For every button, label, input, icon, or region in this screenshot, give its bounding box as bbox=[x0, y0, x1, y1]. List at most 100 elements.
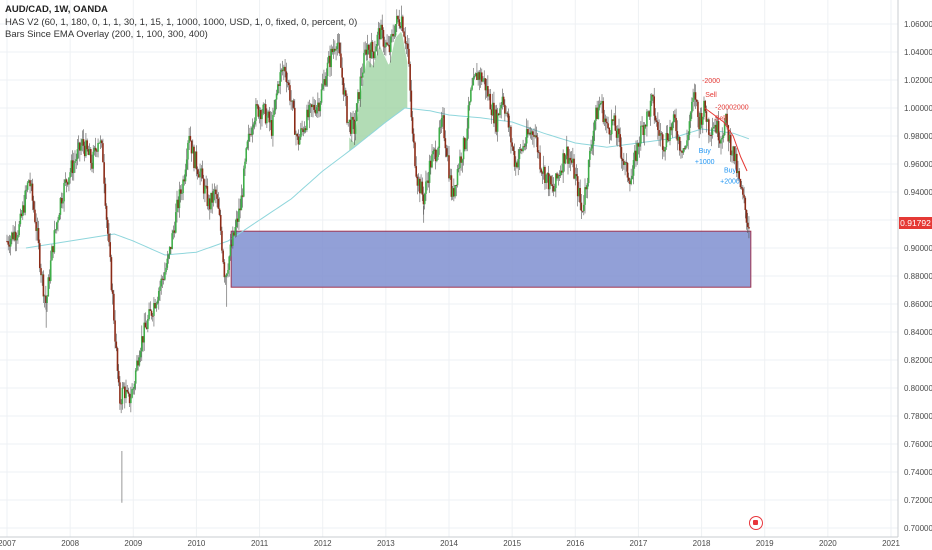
candle-body bbox=[165, 267, 167, 273]
candle-body bbox=[529, 132, 532, 135]
candle-body bbox=[425, 181, 427, 194]
signal-annotation: -2000 bbox=[702, 78, 720, 85]
candle-body bbox=[66, 182, 69, 185]
candle-body bbox=[733, 146, 736, 161]
candle-body bbox=[613, 115, 615, 121]
candle-body bbox=[408, 48, 410, 65]
y-tick-label: 0.76000 bbox=[904, 440, 932, 449]
candle-body bbox=[178, 189, 181, 209]
x-tick-label: 2021 bbox=[882, 539, 900, 548]
candle-body bbox=[193, 146, 195, 169]
candle-body bbox=[130, 397, 132, 404]
candle-body bbox=[281, 69, 284, 71]
candle-body bbox=[168, 246, 171, 255]
indicator-has-v2[interactable]: HAS V2 (60, 1, 180, 0, 1, 1, 30, 1, 15, … bbox=[5, 16, 358, 28]
candle-body bbox=[687, 134, 690, 141]
candle-body bbox=[624, 162, 626, 165]
candle-body bbox=[62, 201, 64, 204]
candle-body bbox=[369, 49, 371, 59]
candle-body bbox=[420, 181, 422, 194]
candle-body bbox=[208, 198, 211, 210]
candle-body bbox=[72, 162, 75, 174]
candle-body bbox=[636, 143, 639, 162]
candle-body bbox=[170, 246, 172, 250]
symbol-title[interactable]: AUD/CAD, 1W, OANDA bbox=[5, 4, 108, 15]
candle-body bbox=[132, 388, 135, 390]
candle-body bbox=[245, 148, 248, 162]
candle-body bbox=[650, 94, 653, 101]
x-tick-label: 2019 bbox=[756, 539, 774, 548]
candle-body bbox=[319, 102, 322, 112]
canada-flag-icon[interactable] bbox=[749, 516, 763, 530]
candle-body bbox=[160, 278, 163, 287]
candle-body bbox=[297, 136, 300, 145]
indicator-ema-overlay[interactable]: Bars Since EMA Overlay (200, 1, 100, 300… bbox=[5, 29, 208, 40]
candle-body bbox=[599, 102, 602, 105]
candle-body bbox=[715, 124, 717, 133]
candle-body bbox=[550, 176, 552, 185]
candle-body bbox=[11, 232, 13, 239]
candle-body bbox=[268, 111, 271, 123]
candle-body bbox=[326, 62, 329, 77]
candle-body bbox=[692, 97, 694, 102]
candle-body bbox=[621, 158, 624, 162]
candle-body bbox=[391, 33, 393, 37]
candle-body bbox=[575, 174, 578, 177]
y-tick-label: 1.04000 bbox=[904, 48, 932, 57]
candle-body bbox=[497, 113, 500, 115]
candle-body bbox=[504, 104, 506, 114]
candle-body bbox=[444, 138, 447, 149]
candle-body bbox=[164, 272, 166, 280]
candle-body bbox=[710, 134, 713, 136]
candle-body bbox=[292, 100, 295, 108]
candle-body bbox=[539, 152, 541, 170]
candle-body bbox=[606, 121, 608, 124]
candle-body bbox=[64, 179, 67, 184]
candle-body bbox=[457, 168, 460, 170]
candle-body bbox=[648, 111, 651, 117]
candle-body bbox=[568, 157, 571, 164]
candle-body bbox=[138, 357, 141, 366]
candle-body bbox=[120, 403, 122, 405]
y-tick-label: 0.94000 bbox=[904, 188, 932, 197]
candle-body bbox=[215, 189, 217, 195]
candle-body bbox=[603, 118, 606, 123]
candle-body bbox=[436, 156, 438, 162]
candle-body bbox=[157, 290, 160, 301]
candle-body bbox=[240, 195, 243, 211]
candle-body bbox=[495, 109, 498, 132]
candle-body bbox=[296, 133, 299, 137]
candle-body bbox=[187, 142, 189, 160]
candle-body bbox=[738, 171, 741, 179]
candle-body bbox=[734, 153, 737, 161]
candle-body bbox=[285, 71, 288, 82]
y-tick-label: 0.72000 bbox=[904, 496, 932, 505]
candle-body bbox=[103, 162, 105, 184]
candle-body bbox=[20, 213, 23, 217]
candle-body bbox=[278, 84, 280, 86]
candle-body bbox=[283, 66, 285, 71]
candle-body bbox=[569, 157, 572, 161]
candle-body bbox=[642, 125, 645, 136]
candle-body bbox=[468, 101, 471, 106]
ema-fill-area bbox=[349, 31, 408, 152]
candle-body bbox=[176, 199, 178, 213]
candle-body bbox=[222, 250, 224, 263]
candle-body bbox=[308, 105, 311, 118]
candle-body bbox=[562, 153, 564, 173]
candle-body bbox=[512, 146, 515, 151]
candle-body bbox=[119, 382, 121, 404]
candle-body bbox=[221, 230, 223, 251]
y-tick-label: 0.90000 bbox=[904, 244, 932, 253]
candle-body bbox=[661, 134, 664, 150]
candle-body bbox=[459, 156, 461, 169]
candle-body bbox=[494, 109, 496, 124]
candle-body bbox=[98, 142, 101, 144]
candle-body bbox=[121, 387, 124, 404]
candle-body bbox=[428, 160, 431, 183]
last-price-tag: 0.91792 bbox=[899, 216, 932, 229]
candle-body bbox=[38, 243, 41, 269]
candle-body bbox=[69, 172, 71, 178]
candle-body bbox=[360, 76, 363, 78]
